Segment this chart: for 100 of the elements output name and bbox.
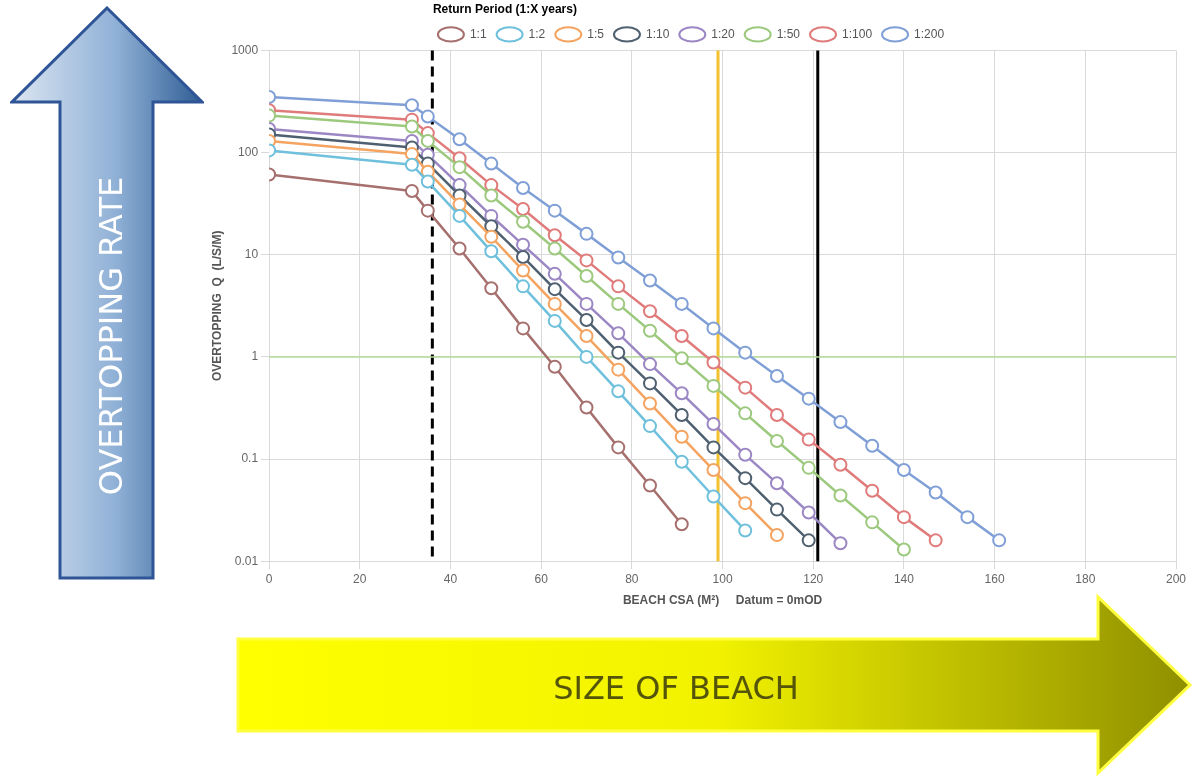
point	[738, 523, 753, 538]
point	[516, 202, 531, 217]
point	[643, 323, 657, 338]
point	[547, 359, 562, 374]
point	[484, 281, 499, 296]
legend-label: 1:10	[645, 26, 670, 41]
y-axis-title: OVERTOPPING Q (L/S/M)	[209, 230, 224, 382]
point	[833, 488, 848, 503]
point	[579, 349, 594, 364]
x-tick-label: 200	[1165, 571, 1187, 586]
legend-label: 1:1	[469, 26, 487, 41]
point	[452, 208, 467, 223]
point	[404, 157, 419, 172]
point	[928, 533, 943, 548]
x-tick-label: 120	[803, 571, 824, 586]
point	[896, 463, 911, 478]
point	[516, 237, 531, 252]
point	[547, 241, 562, 256]
point	[706, 417, 721, 432]
point	[674, 351, 689, 366]
x-tick-label: 60	[534, 571, 549, 586]
point	[484, 188, 499, 203]
point	[769, 528, 784, 543]
point	[801, 432, 816, 447]
x-tick-label: 100	[712, 571, 733, 586]
point	[452, 160, 467, 175]
point	[404, 119, 419, 134]
y-tick-label: 10	[244, 247, 259, 262]
point	[643, 357, 657, 372]
point	[547, 203, 562, 218]
y-tick-label: 1000	[231, 42, 259, 57]
point	[992, 533, 1007, 548]
point	[674, 517, 689, 532]
point	[738, 380, 753, 395]
point	[960, 510, 975, 525]
point	[865, 483, 880, 498]
point	[896, 510, 911, 525]
point	[452, 241, 467, 256]
x-axis-title: BEACH CSA (M²) Datum = 0mOD	[622, 593, 823, 608]
point	[547, 282, 562, 297]
point	[484, 156, 499, 171]
point	[738, 345, 753, 360]
point	[833, 536, 848, 551]
point	[706, 463, 721, 478]
point	[420, 174, 435, 189]
point	[516, 279, 531, 294]
point	[801, 533, 816, 548]
x-tick-label: 160	[984, 571, 1005, 586]
point	[516, 263, 531, 278]
point	[484, 244, 499, 259]
point	[611, 345, 626, 360]
point	[611, 326, 626, 341]
point	[611, 279, 626, 294]
legend-label: 1:100	[842, 26, 873, 41]
point	[547, 296, 562, 311]
point	[833, 457, 848, 472]
point	[738, 447, 753, 462]
point	[516, 321, 531, 336]
point	[484, 229, 499, 244]
y-tick-label: 1	[251, 349, 259, 364]
point	[516, 214, 531, 229]
point	[674, 407, 689, 422]
point	[801, 505, 816, 520]
x-tick-label: 80	[625, 571, 639, 586]
point	[706, 378, 721, 393]
point	[611, 250, 626, 265]
point	[674, 296, 689, 311]
point	[452, 132, 467, 147]
point	[865, 515, 880, 530]
point	[516, 250, 531, 264]
point	[611, 440, 626, 455]
point	[769, 476, 784, 491]
point	[516, 180, 531, 195]
legend-label: 1:200	[914, 26, 945, 41]
point	[769, 368, 784, 383]
point	[769, 502, 784, 517]
y-tick-label: 100	[238, 144, 259, 159]
legend-label: 1:5	[587, 26, 605, 41]
point	[643, 396, 657, 411]
legend-label: 1:2	[528, 26, 546, 41]
legend-title: Return Period (1:X years)	[432, 2, 577, 17]
point	[611, 384, 626, 399]
up-arrow: OVERTOPPING RATE	[10, 6, 204, 580]
point	[579, 226, 594, 241]
point	[643, 419, 657, 434]
x-tick-label: 20	[353, 571, 367, 586]
point	[928, 485, 943, 500]
point	[611, 362, 626, 377]
point	[547, 266, 562, 281]
point	[404, 98, 419, 113]
point	[611, 296, 626, 311]
point	[674, 329, 689, 344]
point	[579, 268, 594, 283]
point	[420, 133, 435, 148]
y-tick-label: 0.1	[241, 451, 259, 466]
point	[643, 273, 657, 288]
point	[801, 460, 816, 475]
point	[706, 489, 721, 504]
point	[547, 228, 562, 243]
point	[706, 440, 721, 455]
